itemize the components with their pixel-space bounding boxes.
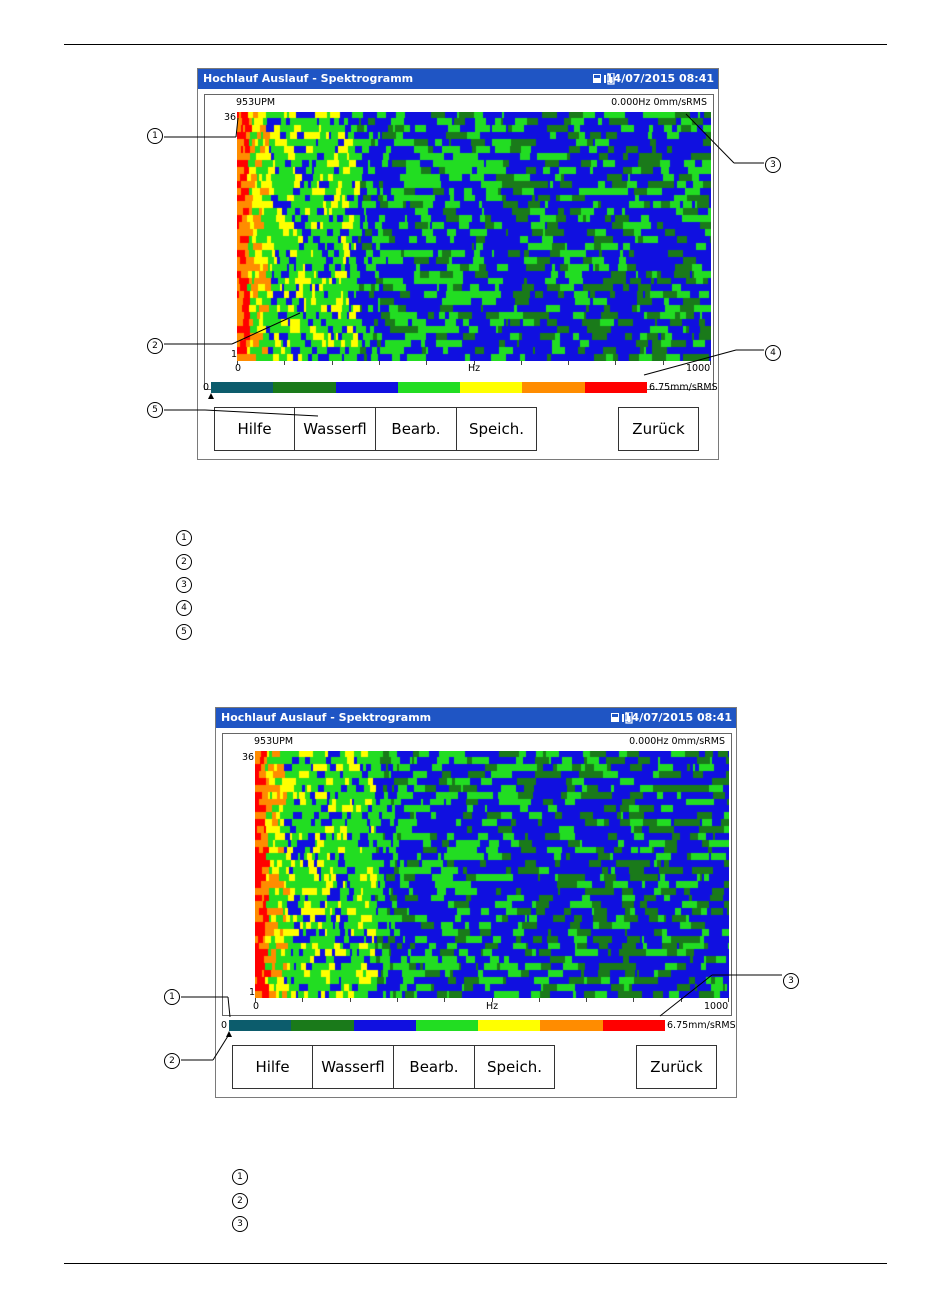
waterfall-button[interactable]: Wasserfl: [312, 1045, 394, 1089]
x-axis-unit-label: Hz: [486, 1001, 499, 1012]
x-axis-unit-label: Hz: [468, 363, 481, 374]
edit-button[interactable]: Bearb.: [393, 1045, 475, 1089]
save-button[interactable]: Speich.: [456, 407, 537, 451]
color-scale-segment: [273, 382, 336, 393]
spectrogram-heatmap[interactable]: [255, 751, 729, 998]
y-axis-top-label: 36: [224, 112, 237, 123]
speed-readout: 953UPM: [236, 97, 276, 108]
legend-item-1: 1: [176, 530, 192, 546]
callout-3: 3: [765, 157, 781, 173]
device-screen-1: Hochlauf Auslauf - Spektrogramm 14/07/20…: [197, 68, 719, 460]
legend-item-1: 1: [232, 1169, 248, 1185]
scale-max-label: 6.75mm/sRMS: [649, 382, 718, 393]
color-scale-segment: [415, 1020, 479, 1031]
color-scale-segment: [602, 1020, 665, 1031]
callout-1: 1: [147, 128, 163, 144]
color-scale-bar: [211, 382, 647, 393]
cursor-readout: 0.000Hz 0mm/sRMS: [611, 97, 707, 108]
y-axis-bottom-label: 1: [231, 349, 238, 360]
bottom-rule: [64, 1263, 887, 1264]
spectrogram-panel[interactable]: 953UPM 0.000Hz 0mm/sRMS 36 1 0 Hz 1000: [204, 94, 714, 390]
x-axis-ticks: [237, 361, 711, 365]
screen-title: Hochlauf Auslauf - Spektrogramm: [203, 72, 414, 85]
legend-item-2: 2: [232, 1193, 248, 1209]
memory-battery-icon: [611, 712, 633, 724]
scale-marker[interactable]: [226, 1031, 232, 1037]
x-axis-start-label: 0: [253, 1001, 260, 1012]
x-axis-start-label: 0: [235, 363, 242, 374]
help-button[interactable]: Hilfe: [232, 1045, 313, 1089]
color-scale-segment: [353, 1020, 416, 1031]
help-button[interactable]: Hilfe: [214, 407, 295, 451]
callout-2: 2: [147, 338, 163, 354]
color-scale-segment: [522, 382, 585, 393]
spectrogram-panel[interactable]: 953UPM 0.000Hz 0mm/sRMS 36 1 0 Hz 1000: [222, 733, 732, 1016]
scale-min-label: 0: [203, 382, 210, 393]
title-bar: Hochlauf Auslauf - Spektrogramm 14/07/20…: [198, 69, 718, 89]
x-axis-ticks: [255, 998, 729, 1002]
scale-max-label: 6.75mm/sRMS: [667, 1020, 736, 1031]
color-scale-segment: [397, 382, 461, 393]
speed-readout: 953UPM: [254, 736, 294, 747]
callout-3: 3: [783, 973, 799, 989]
waterfall-button[interactable]: Wasserfl: [294, 407, 376, 451]
y-axis-top-label: 36: [242, 752, 255, 763]
back-button[interactable]: Zurück: [636, 1045, 717, 1089]
legend-item-4: 4: [176, 600, 192, 616]
color-scale-bar: [229, 1020, 665, 1031]
spectrogram-heatmap[interactable]: [237, 112, 711, 361]
scale-min-label: 0: [221, 1020, 228, 1031]
color-scale-segment: [291, 1020, 354, 1031]
callout-4: 4: [765, 345, 781, 361]
legend-item-2: 2: [176, 554, 192, 570]
legend-item-3: 3: [176, 577, 192, 593]
callout-1: 1: [164, 989, 180, 1005]
screen-title: Hochlauf Auslauf - Spektrogramm: [221, 711, 432, 724]
color-scale-segment: [478, 1020, 541, 1031]
edit-button[interactable]: Bearb.: [375, 407, 457, 451]
memory-battery-icon: [593, 73, 615, 85]
color-scale-segment: [335, 382, 398, 393]
color-scale-segment: [584, 382, 647, 393]
cursor-readout: 0.000Hz 0mm/sRMS: [629, 736, 725, 747]
back-button[interactable]: Zurück: [618, 407, 699, 451]
save-button[interactable]: Speich.: [474, 1045, 555, 1089]
date-time: 14/07/2015 08:41: [623, 711, 732, 724]
legend-item-3: 3: [232, 1216, 248, 1232]
color-scale-segment: [211, 382, 274, 393]
color-scale-segment: [540, 1020, 603, 1031]
top-rule: [64, 44, 887, 45]
color-scale-segment: [229, 1020, 292, 1031]
x-axis-end-label: 1000: [704, 1001, 729, 1012]
callout-2: 2: [164, 1053, 180, 1069]
scale-marker[interactable]: [208, 393, 214, 399]
y-axis-bottom-label: 1: [249, 987, 256, 998]
x-axis-end-label: 1000: [686, 363, 711, 374]
title-bar: Hochlauf Auslauf - Spektrogramm 14/07/20…: [216, 708, 736, 728]
callout-5: 5: [147, 402, 163, 418]
legend-item-5: 5: [176, 624, 192, 640]
device-screen-2: Hochlauf Auslauf - Spektrogramm 14/07/20…: [215, 707, 737, 1098]
color-scale-segment: [460, 382, 523, 393]
date-time: 14/07/2015 08:41: [605, 72, 714, 85]
